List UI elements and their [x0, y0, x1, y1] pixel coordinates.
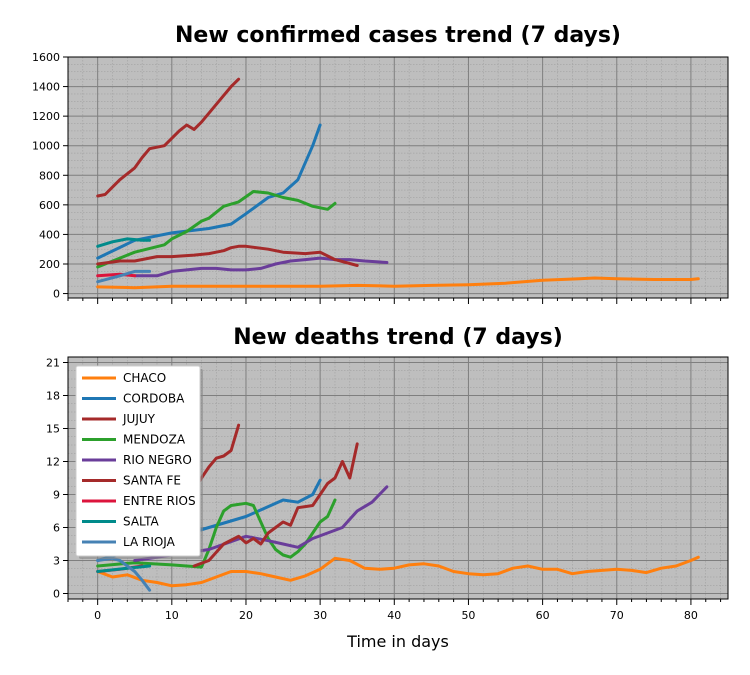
legend-label: CHACO [123, 371, 166, 385]
x-tick-label: 10 [165, 609, 179, 622]
y-tick-label: 1000 [32, 140, 60, 153]
legend [75, 365, 201, 557]
y-tick-label: 600 [39, 199, 60, 212]
plot-frame [67, 356, 729, 600]
x-tick-label: 50 [461, 609, 475, 622]
series-line-chaco [96, 555, 700, 588]
legend-label: RIO NEGRO [123, 453, 192, 467]
y-tick-label: 200 [39, 258, 60, 271]
legend-label: MENDOZA [123, 433, 186, 447]
series-line-la-rioja [96, 269, 152, 284]
series-line-santa-fe [96, 244, 359, 267]
y-tick-label: 6 [53, 522, 60, 535]
x-tick-label: 70 [610, 609, 624, 622]
plot-area [68, 57, 728, 298]
y-tick-label: 3 [53, 555, 60, 568]
y-tick-label: 1600 [32, 51, 60, 64]
series-line-jujuy [96, 77, 241, 198]
x-tick-label: 30 [313, 609, 327, 622]
series-line-salta [96, 237, 152, 248]
x-tick-label: 20 [239, 609, 253, 622]
y-tick-label: 0 [53, 588, 60, 601]
chart-title: New confirmed cases trend (7 days) [175, 23, 621, 48]
y-tick-label: 0 [53, 288, 60, 301]
series-line-rio-negro [133, 485, 389, 562]
series-line-jujuy [192, 423, 241, 491]
series-line-chaco [96, 276, 700, 290]
legend-label: JUJUY [122, 412, 156, 426]
y-tick-label: 400 [39, 228, 60, 241]
legend-label: SALTA [123, 515, 159, 529]
y-tick-label: 21 [46, 357, 60, 370]
x-tick-label: 40 [387, 609, 401, 622]
x-axis-label: Time in days [346, 632, 449, 651]
y-tick-label: 1400 [32, 81, 60, 94]
y-tick-label: 1200 [32, 110, 60, 123]
y-tick-label: 12 [46, 456, 60, 469]
series-line-salta [96, 564, 152, 573]
x-tick-label: 60 [536, 609, 550, 622]
deaths-chart: 0 3 6 9 12 15 18 21 0 10 20 30 40 50 60 70 80 New deaths … [46, 325, 729, 651]
series-line-santa-fe [192, 442, 359, 568]
legend-label: CORDOBA [123, 392, 185, 406]
y-tick-label: 9 [53, 489, 60, 502]
cases-chart: 0 200 400 600 800 1000 1200 1400 1600 New confirm… [32, 23, 729, 304]
y-tick-label: 15 [46, 423, 60, 436]
x-tick-label: 0 [94, 609, 101, 622]
y-tick-label: 800 [39, 169, 60, 182]
legend-label: LA RIOJA [123, 535, 176, 549]
x-tick-label: 80 [684, 609, 698, 622]
chart-title: New deaths trend (7 days) [233, 325, 563, 350]
series-line-mendoza [96, 190, 337, 269]
legend-label: SANTA FE [123, 474, 181, 488]
series-line-cordoba [96, 123, 322, 260]
y-tick-label: 18 [46, 390, 60, 403]
plot-frame [67, 56, 729, 299]
legend-label: ENTRE RIOS [123, 494, 196, 508]
series-line-mendoza [96, 498, 337, 569]
